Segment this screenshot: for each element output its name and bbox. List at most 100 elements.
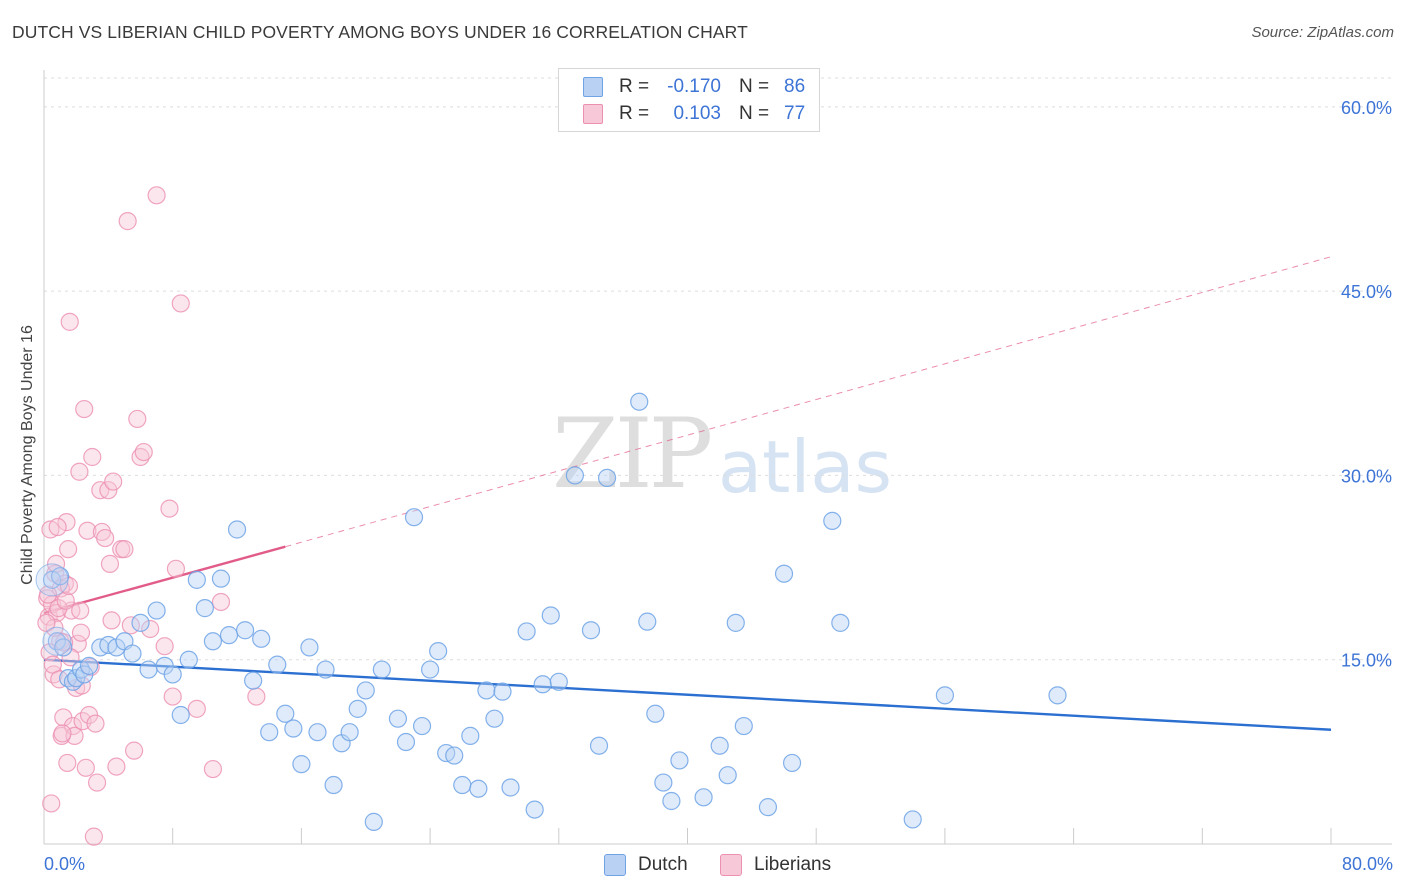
dutch-point — [461, 726, 480, 745]
dutch-point — [726, 613, 745, 632]
dutch-point — [139, 660, 158, 679]
dutch-point — [630, 392, 649, 411]
liberian-point — [75, 399, 94, 419]
dutch-point — [412, 716, 432, 736]
dutch-point — [421, 660, 440, 679]
dutch-point — [718, 766, 737, 785]
dutch-cluster-point — [35, 563, 69, 597]
liberian-point — [107, 757, 126, 776]
dutch-point — [372, 660, 391, 679]
dutch-point — [364, 812, 383, 831]
liberian-legend-label: Liberians — [754, 854, 832, 875]
liberian-point — [100, 554, 120, 573]
liberian-point — [147, 186, 166, 205]
liberian-point — [48, 517, 67, 537]
liberian-point — [42, 794, 61, 813]
series-legend-liberians[interactable]: Liberians — [720, 852, 831, 878]
liberian-point — [155, 637, 174, 656]
dutch-point — [782, 753, 802, 773]
liberian-point — [78, 521, 97, 540]
dutch-point — [227, 520, 247, 539]
liberian-point — [163, 687, 182, 706]
dutch-point — [734, 716, 753, 736]
liberian-point — [160, 499, 179, 518]
dutch-point — [75, 665, 94, 684]
n-label: N = — [739, 103, 770, 124]
dutch-point — [79, 656, 99, 675]
tick-labels: 15.0% 30.0% 45.0% 60.0% 0.0% 80.0% — [44, 98, 1393, 874]
trend-lines — [43, 256, 1332, 731]
dutch-point — [147, 601, 166, 620]
dutch-point — [235, 621, 255, 640]
dutch-point — [348, 699, 367, 718]
liberian-point — [124, 741, 144, 760]
dutch-point — [131, 613, 150, 632]
dutch-point — [308, 723, 327, 742]
liberian-point — [115, 540, 134, 559]
liberian-point — [41, 520, 60, 539]
n-value: 86 — [784, 76, 806, 97]
liberian-point — [128, 409, 147, 429]
dutch-point — [589, 736, 609, 755]
liberian-point — [166, 559, 186, 578]
dutch-point — [935, 686, 955, 705]
liberian-point — [171, 294, 190, 313]
dutch-point — [831, 613, 850, 632]
correlation-legend: R = -0.170 N = 86 R = 0.103 N = 77 — [558, 68, 820, 132]
dutch-trend-line — [43, 658, 1332, 731]
dutch-point — [903, 810, 922, 829]
liberian-point — [141, 619, 160, 639]
liberian-point — [96, 528, 115, 548]
liberian-point — [87, 773, 107, 792]
dutch-point — [203, 632, 223, 651]
x-tick-label: 0.0% — [44, 854, 85, 874]
dutch-point — [597, 468, 617, 487]
r-value: 0.103 — [673, 103, 721, 124]
dutch-legend-label: Dutch — [638, 854, 688, 875]
y-tick-label: 15.0% — [1341, 651, 1392, 671]
liberian-point — [84, 827, 103, 846]
liberian-legend-swatch — [720, 854, 742, 876]
axes — [43, 70, 1392, 845]
dutch-point — [50, 567, 70, 586]
dutch-point — [211, 569, 231, 588]
dutch-point — [469, 779, 488, 798]
liberian-point — [71, 623, 91, 642]
dutch-point — [453, 775, 472, 795]
dutch-point — [710, 736, 729, 755]
liberian-point — [118, 212, 137, 231]
dutch-point — [654, 773, 673, 792]
dutch-point — [54, 638, 73, 657]
r-label: R = — [619, 103, 650, 124]
liberian-point — [61, 648, 80, 667]
liberian-point — [203, 759, 223, 779]
dutch-point — [276, 704, 295, 723]
liberian-point — [53, 724, 72, 743]
dutch-point — [646, 704, 665, 723]
dutch-point — [758, 798, 778, 817]
chart-title: DUTCH VS LIBERIAN CHILD POVERTY AMONG BO… — [12, 22, 748, 42]
dutch-legend-swatch — [604, 854, 626, 876]
liberian-point — [70, 462, 89, 481]
dutch-point — [694, 788, 713, 807]
dutch-point — [340, 723, 359, 742]
liberian-point — [134, 442, 153, 462]
y-tick-label: 45.0% — [1341, 282, 1392, 302]
dutch-point — [501, 778, 520, 797]
dutch-point — [541, 606, 560, 625]
liberian-point — [44, 665, 63, 684]
dutch-point — [187, 570, 206, 589]
y-tick-label: 30.0% — [1341, 466, 1392, 486]
dutch-point — [396, 732, 416, 752]
dutch-point — [638, 612, 657, 631]
liberian-point — [58, 753, 77, 773]
series-legend-dutch[interactable]: Dutch — [604, 852, 688, 878]
x-tick-label: 80.0% — [1342, 854, 1393, 874]
dutch-point — [517, 622, 536, 641]
dutch-point — [404, 508, 424, 527]
dutch-swatch — [583, 77, 603, 97]
dutch-point — [268, 655, 287, 674]
dutch-point — [445, 746, 464, 765]
liberian-point — [49, 599, 68, 618]
